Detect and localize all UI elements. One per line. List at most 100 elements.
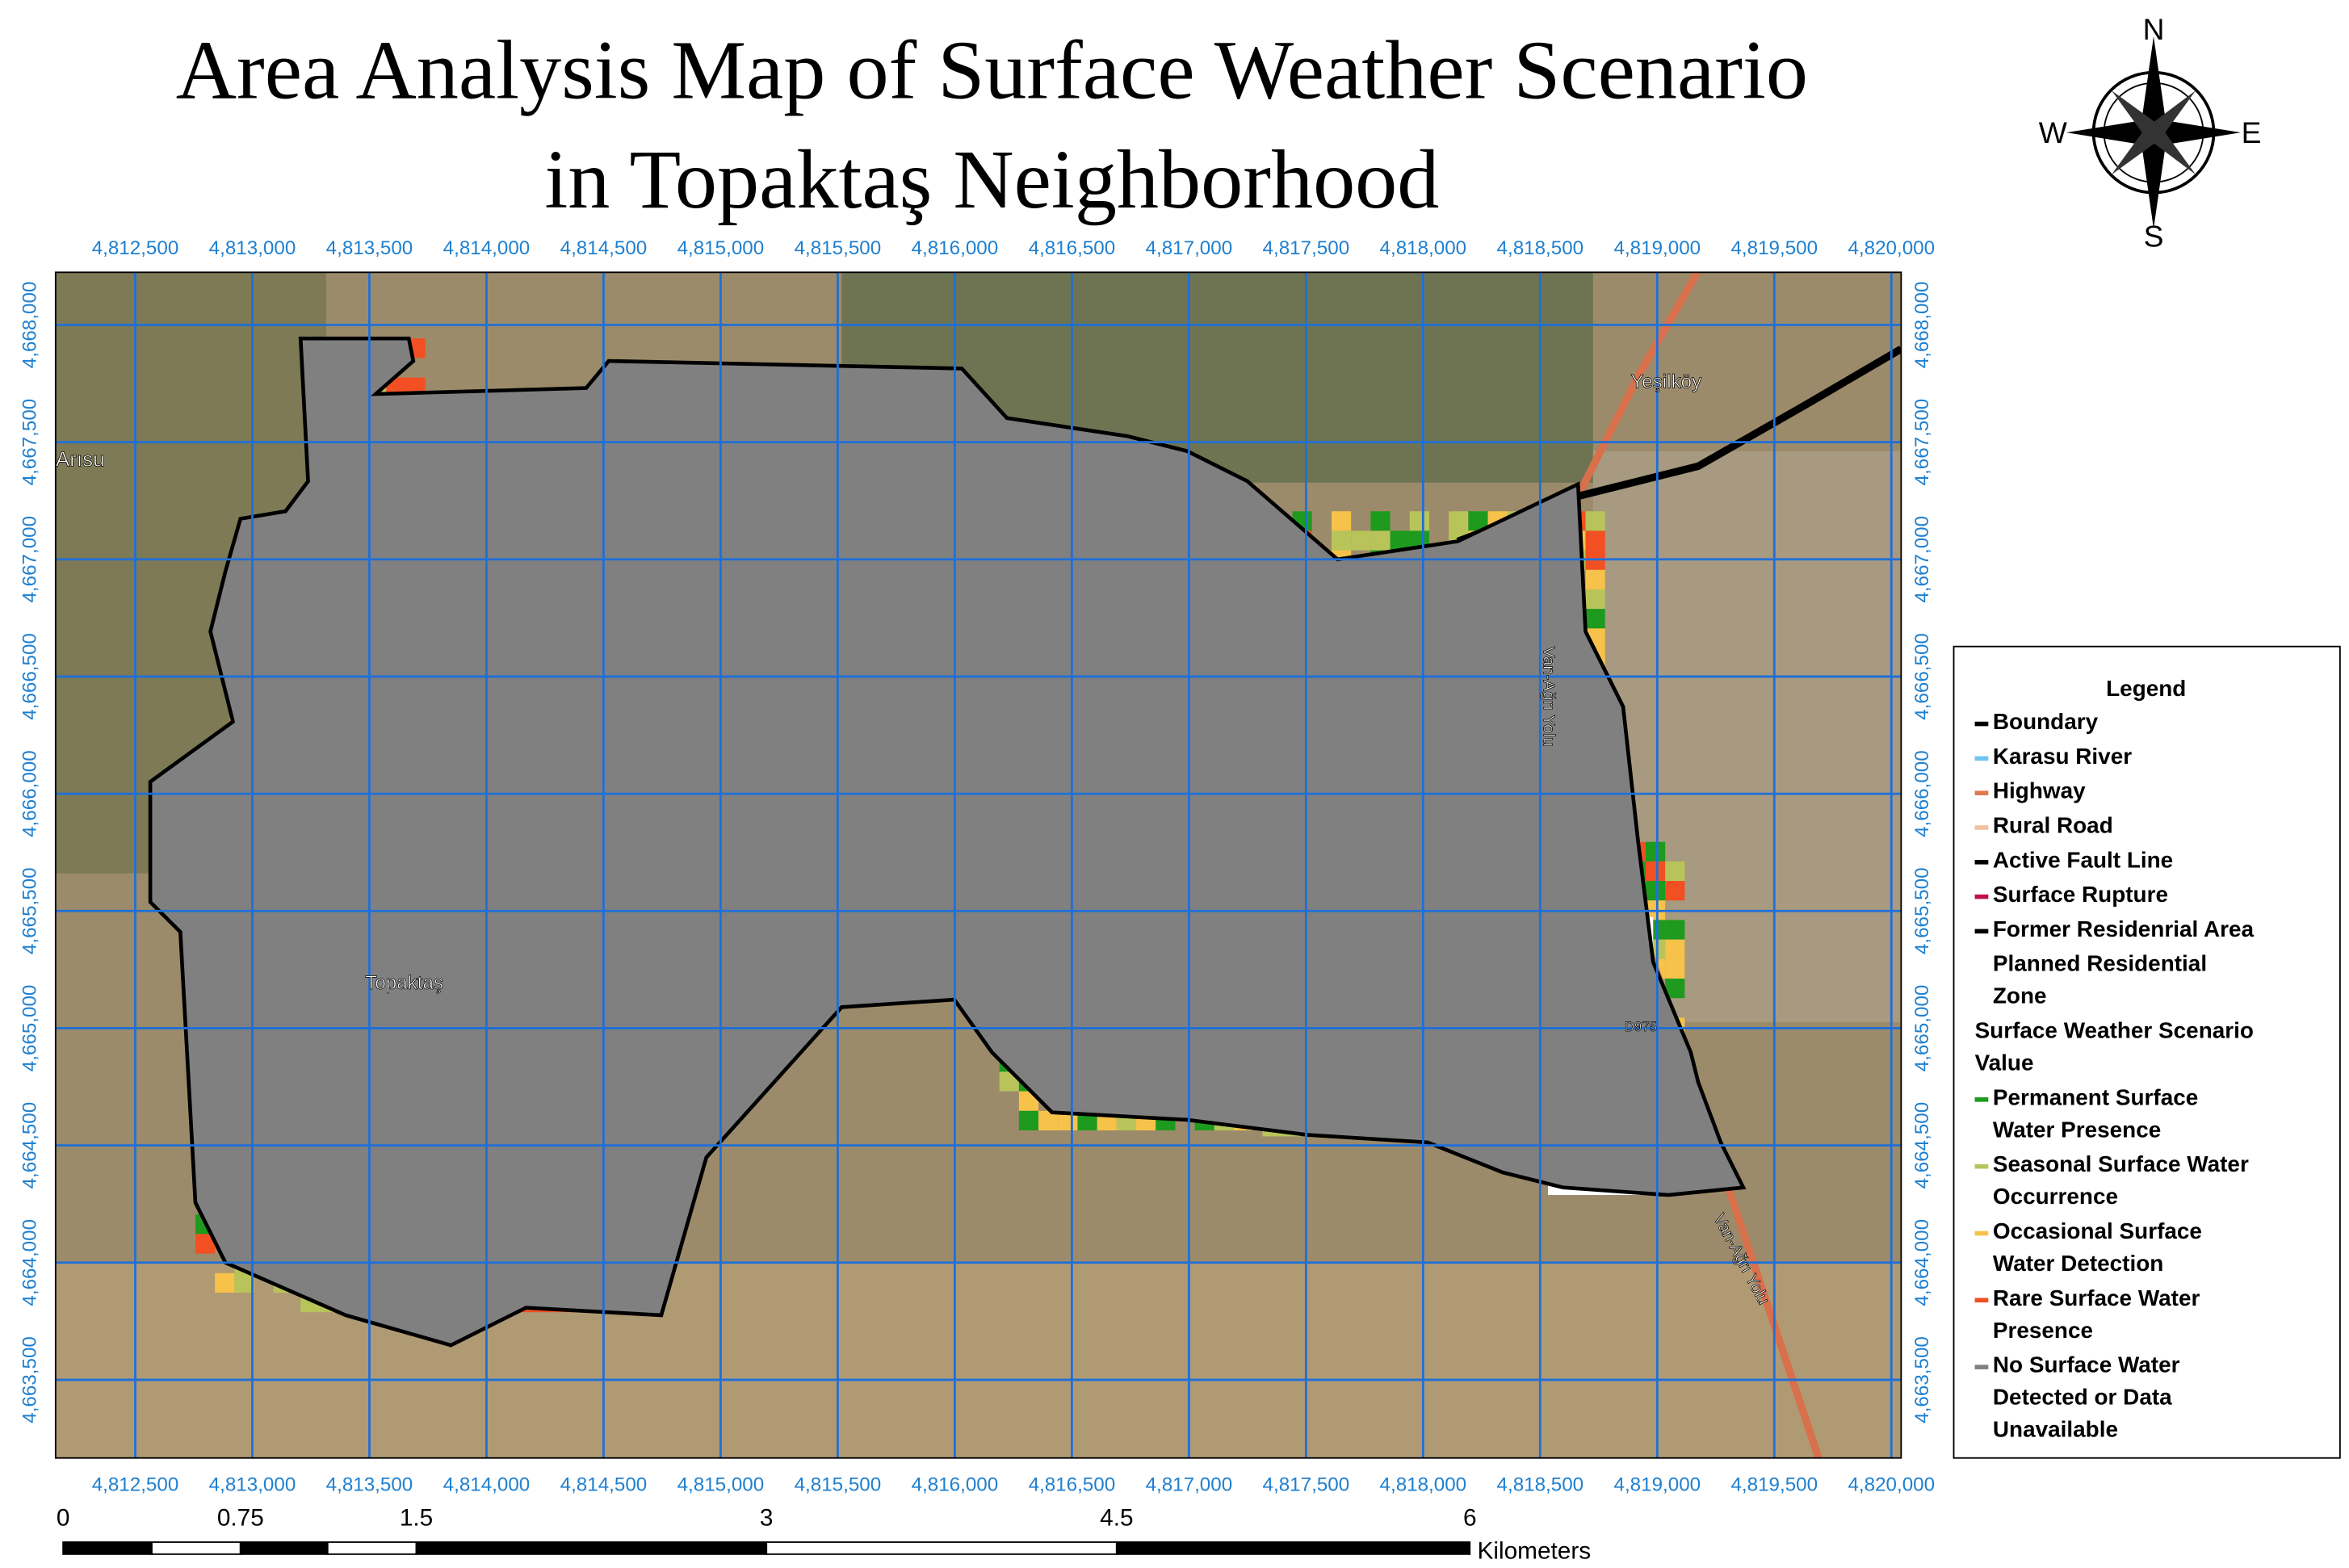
place-label: Topaktaş xyxy=(365,972,443,994)
x-coordinate-label: 4,813,000 xyxy=(209,237,296,259)
raster-cell xyxy=(1370,511,1391,531)
raster-cell xyxy=(1409,511,1429,531)
scale-segment xyxy=(62,1541,153,1555)
compass-label: W xyxy=(2039,115,2067,149)
raster-cell xyxy=(1665,939,1685,959)
raster-cell xyxy=(1645,881,1666,901)
legend-swatch xyxy=(1974,859,1989,865)
scale-segment xyxy=(1115,1541,1471,1555)
x-coordinate-label: 4,819,000 xyxy=(1614,237,1701,259)
scale-segment xyxy=(415,1541,768,1555)
legend-label: No Surface Water xyxy=(1993,1352,2180,1377)
legend-label: Presence xyxy=(1993,1318,2093,1343)
scale-segment xyxy=(151,1541,241,1555)
legend-swatch xyxy=(1974,929,1989,934)
legend-label: Water Detection xyxy=(1993,1251,2163,1276)
x-coordinate-label: 4,816,000 xyxy=(912,1474,999,1496)
legend-label: Karasu River xyxy=(1993,744,2132,769)
legend-label: Boundary xyxy=(1993,709,2099,734)
scale-segment xyxy=(766,1541,1118,1555)
x-coordinate-label: 4,820,000 xyxy=(1848,237,1935,259)
title-line: in Topaktaş Neighborhood xyxy=(544,132,1439,226)
compass-label: N xyxy=(2143,12,2165,46)
y-coordinate-label: 4,666,500 xyxy=(1911,633,1933,720)
map-frame xyxy=(54,271,1902,1459)
legend-label: Rural Road xyxy=(1993,812,2113,837)
legend-label: Former Residenrial Area xyxy=(1993,916,2255,941)
y-coordinate-label: 4,664,500 xyxy=(1911,1102,1933,1189)
x-coordinate-label: 4,817,000 xyxy=(1146,237,1233,259)
legend-swatch xyxy=(1974,721,1989,727)
legend-label: Permanent Surface xyxy=(1993,1084,2198,1109)
raster-cell xyxy=(1665,861,1685,882)
scale-unit: Kilometers xyxy=(1478,1537,1592,1564)
map-area xyxy=(55,272,1902,1458)
legend-label: Occasional Surface xyxy=(1993,1218,2202,1243)
x-coordinate-label: 4,816,500 xyxy=(1029,1474,1116,1496)
place-label: Van-Ağrı Yolu xyxy=(1539,647,1558,747)
y-coordinate-label: 4,667,500 xyxy=(19,399,41,486)
x-coordinate-label: 4,813,500 xyxy=(326,237,413,259)
y-coordinate-label: 4,664,500 xyxy=(19,1102,41,1189)
scale-label: 4.5 xyxy=(1100,1504,1133,1531)
legend-swatch xyxy=(1974,1231,1989,1236)
legend-label: Unavailable xyxy=(1993,1417,2118,1442)
legend-label: Active Fault Line xyxy=(1993,847,2173,872)
raster-cell xyxy=(1645,861,1666,882)
legend-swatch xyxy=(1974,790,1989,795)
raster-cell xyxy=(234,1272,254,1293)
y-coordinate-label: 4,664,000 xyxy=(1911,1219,1933,1306)
x-coordinate-label: 4,818,000 xyxy=(1380,237,1467,259)
raster-cell xyxy=(1331,511,1352,531)
legend-label: Highway xyxy=(1993,778,2086,803)
raster-cell xyxy=(1390,530,1410,551)
x-coordinate-label: 4,818,500 xyxy=(1497,237,1584,259)
raster-cell xyxy=(1449,511,1469,531)
x-coordinate-label: 4,818,000 xyxy=(1380,1474,1467,1496)
scale-label: 1.5 xyxy=(400,1504,433,1531)
scale-segment xyxy=(239,1541,329,1555)
raster-cell xyxy=(1370,530,1391,551)
legend-swatch xyxy=(1974,1365,1989,1369)
legend-label: Surface Rupture xyxy=(1993,882,2168,907)
y-coordinate-label: 4,668,000 xyxy=(19,282,41,369)
compass-label: E xyxy=(2242,115,2262,149)
legend-swatch xyxy=(1974,1097,1989,1102)
legend-label: Detected or Data xyxy=(1993,1385,2172,1410)
raster-cell xyxy=(1585,569,1605,589)
y-coordinate-label: 4,663,500 xyxy=(19,1336,41,1423)
x-coordinate-label: 4,816,000 xyxy=(912,237,999,259)
raster-cell xyxy=(1665,881,1685,901)
raster-cell xyxy=(1585,609,1605,629)
legend-label: Planned Residential xyxy=(1993,951,2207,976)
x-coordinate-label: 4,818,500 xyxy=(1497,1474,1584,1496)
raster-cell xyxy=(1645,841,1666,862)
legend-label: Occurrence xyxy=(1993,1184,2118,1209)
legend-swatch xyxy=(1974,756,1989,761)
y-coordinate-label: 4,664,000 xyxy=(19,1219,41,1306)
legend-label: Value xyxy=(1975,1050,2034,1075)
raster-cell xyxy=(1585,530,1605,551)
legend-swatch xyxy=(1974,1163,1989,1169)
legend-swatch xyxy=(1974,825,1989,830)
x-coordinate-label: 4,814,500 xyxy=(560,1474,648,1496)
x-coordinate-label: 4,813,500 xyxy=(326,1474,413,1496)
y-coordinate-label: 4,667,000 xyxy=(19,516,41,603)
y-coordinate-label: 4,667,000 xyxy=(1911,516,1933,603)
y-coordinate-label: 4,665,000 xyxy=(1911,985,1933,1072)
x-coordinate-label: 4,817,500 xyxy=(1263,1474,1350,1496)
x-coordinate-label: 4,816,500 xyxy=(1029,237,1116,259)
legend-label: Rare Surface Water xyxy=(1993,1285,2200,1310)
x-coordinate-label: 4,814,000 xyxy=(443,1474,531,1496)
x-coordinate-label: 4,815,000 xyxy=(677,237,765,259)
legend-swatch xyxy=(1974,963,1989,968)
x-coordinate-label: 4,819,500 xyxy=(1730,1474,1818,1496)
y-coordinate-label: 4,665,500 xyxy=(19,867,41,954)
x-coordinate-label: 4,817,500 xyxy=(1263,237,1350,259)
legend-label: Zone xyxy=(1993,983,2047,1008)
raster-cell xyxy=(1665,958,1685,979)
raster-cell xyxy=(1585,511,1605,531)
y-coordinate-label: 4,663,500 xyxy=(1911,1336,1933,1423)
y-coordinate-label: 4,666,500 xyxy=(19,633,41,720)
raster-cell xyxy=(1018,1110,1039,1130)
